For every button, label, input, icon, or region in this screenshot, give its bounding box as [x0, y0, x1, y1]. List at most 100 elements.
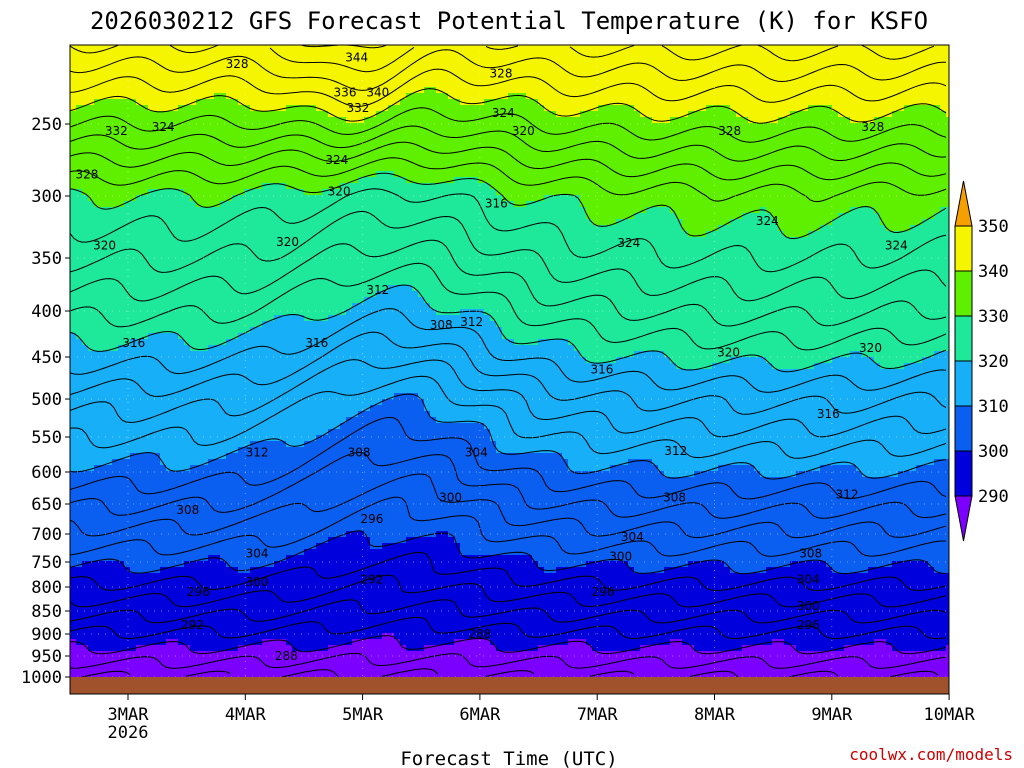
contour-fill-cell: [484, 111, 491, 118]
contour-fill-cell: [250, 243, 257, 250]
contour-fill-cell: [178, 225, 185, 232]
contour-fill-cell: [538, 189, 545, 196]
contour-fill-cell: [820, 117, 827, 124]
contour-fill-cell: [286, 189, 293, 196]
contour-fill-cell: [658, 237, 665, 244]
contour-fill-cell: [130, 201, 137, 208]
contour-fill-cell: [88, 87, 95, 94]
contour-fill-cell: [880, 63, 887, 70]
contour-fill-cell: [694, 201, 701, 208]
contour-fill-cell: [718, 189, 725, 196]
contour-fill-cell: [520, 87, 527, 94]
contour-fill-cell: [226, 63, 233, 70]
contour-fill-cell: [424, 81, 431, 88]
contour-fill-cell: [280, 93, 287, 100]
contour-fill-cell: [454, 111, 461, 118]
contour-fill-cell: [94, 123, 101, 130]
contour-fill-cell: [454, 207, 461, 214]
contour-fill-cell: [430, 153, 437, 160]
contour-fill-cell: [172, 225, 179, 232]
contour-fill-cell: [400, 147, 407, 154]
contour-fill-cell: [250, 165, 257, 172]
contour-fill-cell: [262, 171, 269, 178]
contour-fill-cell: [934, 51, 941, 58]
contour-fill-cell: [790, 63, 797, 70]
contour-fill-cell: [328, 57, 335, 64]
contour-fill-cell: [736, 225, 743, 232]
contour-fill-cell: [598, 129, 605, 136]
contour-fill-cell: [616, 135, 623, 142]
contour-fill-cell: [112, 57, 119, 64]
contour-fill-cell: [892, 93, 899, 100]
contour-fill-cell: [724, 57, 731, 64]
contour-fill-cell: [436, 117, 443, 124]
contour-fill-cell: [868, 57, 875, 64]
contour-fill-cell: [736, 165, 743, 172]
contour-fill-cell: [664, 225, 671, 232]
contour-fill-cell: [130, 231, 137, 238]
contour-fill-cell: [256, 165, 263, 172]
contour-fill-cell: [382, 207, 389, 214]
contour-fill-cell: [520, 243, 527, 250]
contour-fill-cell: [514, 231, 521, 238]
contour-fill-cell: [874, 201, 881, 208]
contour-fill-cell: [766, 183, 773, 190]
contour-fill-cell: [604, 63, 611, 70]
contour-fill-cell: [412, 63, 419, 70]
contour-fill-cell: [400, 99, 407, 106]
contour-fill-cell: [244, 165, 251, 172]
contour-fill-cell: [508, 189, 515, 196]
contour-fill-cell: [850, 45, 857, 52]
contour-fill-cell: [706, 75, 713, 82]
contour-fill-cell: [262, 129, 269, 136]
contour-fill-cell: [412, 165, 419, 172]
contour-fill-cell: [892, 69, 899, 76]
contour-fill-cell: [796, 111, 803, 118]
contour-fill-cell: [874, 117, 881, 124]
contour-fill-cell: [886, 81, 893, 88]
contour-fill-cell: [676, 93, 683, 100]
contour-fill-cell: [610, 57, 617, 64]
contour-fill-cell: [688, 87, 695, 94]
contour-fill-cell: [856, 243, 863, 250]
contour-fill-cell: [580, 57, 587, 64]
contour-fill-cell: [166, 75, 173, 82]
contour-fill-cell: [376, 153, 383, 160]
contour-fill-cell: [304, 243, 311, 250]
contour-fill-cell: [322, 63, 329, 70]
contour-fill-cell: [778, 171, 785, 178]
contour-fill-cell: [808, 207, 815, 214]
contour-fill-cell: [646, 219, 653, 226]
contour-fill-cell: [934, 69, 941, 76]
contour-fill-cell: [268, 87, 275, 94]
contour-fill-cell: [412, 57, 419, 64]
contour-fill-cell: [76, 99, 83, 106]
contour-fill-cell: [742, 225, 749, 232]
contour-fill-cell: [610, 135, 617, 142]
contour-fill-cell: [334, 141, 341, 148]
contour-fill-cell: [682, 177, 689, 184]
contour-fill-cell: [556, 237, 563, 244]
contour-fill-cell: [208, 141, 215, 148]
contour-fill-cell: [892, 219, 899, 226]
contour-fill-cell: [814, 219, 821, 226]
contour-fill-cell: [418, 57, 425, 64]
contour-fill-cell: [700, 105, 707, 112]
contour-fill-cell: [88, 201, 95, 208]
contour-fill-cell: [82, 201, 89, 208]
contour-fill-cell: [598, 231, 605, 238]
contour-fill-cell: [286, 117, 293, 124]
contour-fill-cell: [910, 147, 917, 154]
contour-fill-cell: [334, 45, 341, 52]
contour-fill-cell: [502, 231, 509, 238]
contour-fill-cell: [628, 111, 635, 118]
contour-fill-cell: [640, 231, 647, 238]
contour-fill-cell: [718, 243, 725, 250]
contour-fill-cell: [460, 51, 467, 58]
contour-fill-cell: [316, 243, 323, 250]
contour-fill-cell: [730, 165, 737, 172]
contour-fill-cell: [484, 147, 491, 154]
contour-fill-cell: [412, 231, 419, 238]
contour-fill-cell: [70, 63, 77, 70]
contour-fill-cell: [124, 195, 131, 202]
